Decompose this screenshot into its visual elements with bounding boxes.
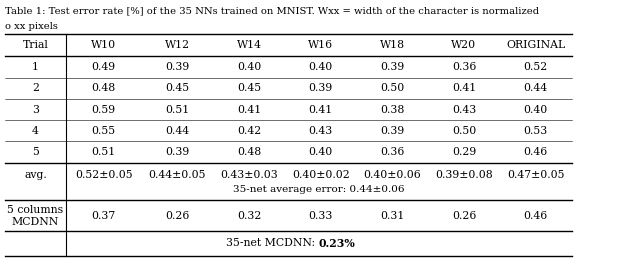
Text: 0.39: 0.39 xyxy=(380,126,404,136)
Text: 4: 4 xyxy=(32,126,39,136)
Text: W12: W12 xyxy=(164,40,190,50)
Text: 1: 1 xyxy=(32,62,39,72)
Text: avg.: avg. xyxy=(24,170,47,180)
Text: 0.40±0.02: 0.40±0.02 xyxy=(292,170,349,180)
Text: 0.52: 0.52 xyxy=(524,62,548,72)
Text: 35-net MCDNN:: 35-net MCDNN: xyxy=(226,238,319,249)
Text: Table 1: Test error rate [%] of the 35 NNs trained on MNIST. Wxx = width of the : Table 1: Test error rate [%] of the 35 N… xyxy=(5,7,540,16)
Text: 0.33: 0.33 xyxy=(308,211,333,221)
Text: o xx pixels: o xx pixels xyxy=(5,22,58,30)
Text: 0.52±0.05: 0.52±0.05 xyxy=(75,170,132,180)
Text: 0.51: 0.51 xyxy=(165,105,189,115)
Text: 0.23%: 0.23% xyxy=(319,238,355,249)
Text: 35-net average error: 0.44±0.06: 35-net average error: 0.44±0.06 xyxy=(233,185,404,194)
Text: ORIGINAL: ORIGINAL xyxy=(506,40,565,50)
Text: 0.50: 0.50 xyxy=(452,126,476,136)
Text: 5: 5 xyxy=(32,147,39,157)
Text: 0.26: 0.26 xyxy=(165,211,189,221)
Text: W10: W10 xyxy=(91,40,116,50)
Text: 0.48: 0.48 xyxy=(237,147,261,157)
Text: W16: W16 xyxy=(308,40,333,50)
Text: 0.32: 0.32 xyxy=(237,211,261,221)
Text: Trial: Trial xyxy=(22,40,49,50)
Text: 0.43±0.03: 0.43±0.03 xyxy=(220,170,278,180)
Text: 0.39: 0.39 xyxy=(380,62,404,72)
Text: 0.49: 0.49 xyxy=(92,62,116,72)
Text: 0.40±0.06: 0.40±0.06 xyxy=(364,170,421,180)
Text: 0.39: 0.39 xyxy=(308,83,333,93)
Text: 0.39±0.08: 0.39±0.08 xyxy=(435,170,493,180)
Text: 0.43: 0.43 xyxy=(308,126,333,136)
Text: 0.43: 0.43 xyxy=(452,105,476,115)
Text: 0.41: 0.41 xyxy=(237,105,261,115)
Text: 0.42: 0.42 xyxy=(237,126,261,136)
Text: 0.40: 0.40 xyxy=(524,105,548,115)
Text: W14: W14 xyxy=(236,40,262,50)
Text: W18: W18 xyxy=(380,40,405,50)
Text: 0.41: 0.41 xyxy=(308,105,333,115)
Text: 0.50: 0.50 xyxy=(380,83,404,93)
Text: 0.29: 0.29 xyxy=(452,147,476,157)
Text: 0.26: 0.26 xyxy=(452,211,476,221)
Text: 3: 3 xyxy=(32,105,39,115)
Text: 0.48: 0.48 xyxy=(92,83,116,93)
Text: 0.44: 0.44 xyxy=(165,126,189,136)
Text: 0.46: 0.46 xyxy=(524,211,548,221)
Text: 0.40: 0.40 xyxy=(237,62,261,72)
Text: 0.47±0.05: 0.47±0.05 xyxy=(507,170,564,180)
Text: 0.46: 0.46 xyxy=(524,147,548,157)
Text: 0.45: 0.45 xyxy=(237,83,261,93)
Text: 0.44: 0.44 xyxy=(524,83,548,93)
Text: 0.40: 0.40 xyxy=(308,147,333,157)
Text: 5 columns
MCDNN: 5 columns MCDNN xyxy=(8,205,63,227)
Text: 0.31: 0.31 xyxy=(380,211,404,221)
Text: 0.38: 0.38 xyxy=(380,105,404,115)
Text: 0.44±0.05: 0.44±0.05 xyxy=(148,170,206,180)
Text: 0.37: 0.37 xyxy=(92,211,116,221)
Text: 0.39: 0.39 xyxy=(165,147,189,157)
Text: 0.36: 0.36 xyxy=(452,62,476,72)
Text: 0.36: 0.36 xyxy=(380,147,404,157)
Text: 0.39: 0.39 xyxy=(165,62,189,72)
Text: 0.41: 0.41 xyxy=(452,83,476,93)
Text: 0.53: 0.53 xyxy=(524,126,548,136)
Text: 0.51: 0.51 xyxy=(92,147,116,157)
Text: 0.40: 0.40 xyxy=(308,62,333,72)
Text: 0.59: 0.59 xyxy=(92,105,116,115)
Text: 0.55: 0.55 xyxy=(92,126,116,136)
Text: 2: 2 xyxy=(32,83,39,93)
Text: W20: W20 xyxy=(451,40,477,50)
Text: 0.45: 0.45 xyxy=(165,83,189,93)
